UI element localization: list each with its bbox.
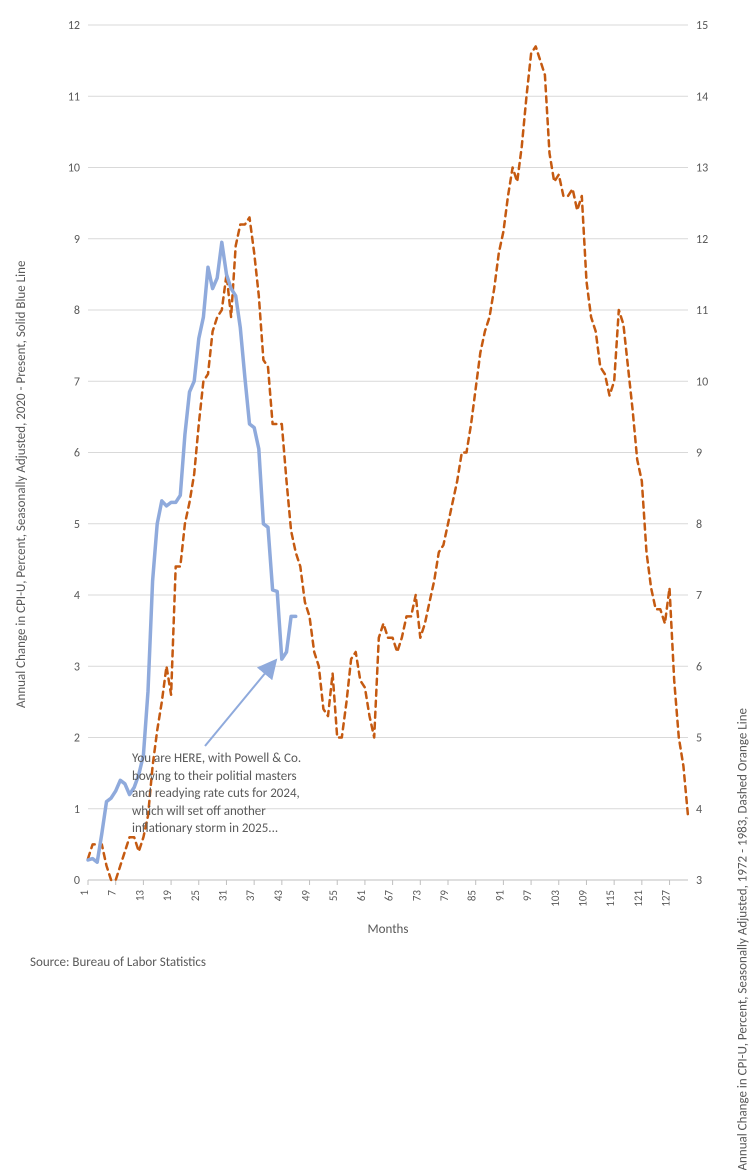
right-axis-title: Annual Change in CPI-U, Percent, Seasona… xyxy=(735,708,749,1170)
svg-text:67: 67 xyxy=(383,890,396,902)
svg-text:12: 12 xyxy=(68,19,80,33)
svg-text:5: 5 xyxy=(696,732,702,746)
svg-text:55: 55 xyxy=(327,890,340,901)
svg-text:31: 31 xyxy=(216,890,229,902)
svg-text:8: 8 xyxy=(696,518,702,532)
svg-text:9: 9 xyxy=(74,233,80,247)
x-ticks: 1 7 13 19 25 31 37 43 49 55 61 67 73 79 85 91 97 103 109 11… xyxy=(78,880,673,907)
svg-text:5: 5 xyxy=(74,518,80,532)
svg-text:3: 3 xyxy=(74,660,80,674)
svg-text:4: 4 xyxy=(696,803,702,817)
svg-text:7: 7 xyxy=(74,375,80,389)
svg-text:49: 49 xyxy=(300,890,313,902)
svg-text:109: 109 xyxy=(576,890,589,907)
source-note: Source: Bureau of Labor Statistics xyxy=(30,955,206,970)
svg-text:7: 7 xyxy=(106,890,119,896)
svg-text:10: 10 xyxy=(68,162,80,176)
svg-text:3: 3 xyxy=(696,874,702,888)
svg-text:11: 11 xyxy=(68,90,80,104)
svg-text:25: 25 xyxy=(189,890,202,901)
svg-text:10: 10 xyxy=(696,375,708,389)
svg-text:8: 8 xyxy=(74,304,80,318)
annotation-text: You are HERE, with Powell & Co.bowing to… xyxy=(132,750,301,838)
svg-text:121: 121 xyxy=(632,890,645,907)
svg-text:115: 115 xyxy=(604,890,617,907)
svg-text:6: 6 xyxy=(74,447,80,461)
svg-text:97: 97 xyxy=(521,890,534,902)
svg-text:103: 103 xyxy=(549,890,562,907)
chart-canvas: 0123456789101112345678910111213141517131… xyxy=(0,0,749,976)
svg-text:9: 9 xyxy=(696,447,702,461)
svg-text:13: 13 xyxy=(133,890,146,902)
svg-text:15: 15 xyxy=(696,19,708,33)
svg-text:19: 19 xyxy=(161,890,174,902)
svg-text:73: 73 xyxy=(410,890,423,902)
svg-text:37: 37 xyxy=(244,890,257,902)
svg-text:4: 4 xyxy=(74,589,80,603)
left-axis-title: Annual Change in CPI-U, Percent, Seasona… xyxy=(14,260,29,707)
svg-text:6: 6 xyxy=(696,660,702,674)
cpi-comparison-chart: 0123456789101112345678910111213141517131… xyxy=(0,0,749,976)
svg-text:61: 61 xyxy=(355,890,368,902)
svg-text:85: 85 xyxy=(466,890,479,901)
svg-text:7: 7 xyxy=(696,589,702,603)
svg-text:91: 91 xyxy=(493,890,506,902)
svg-text:79: 79 xyxy=(438,890,451,902)
svg-text:127: 127 xyxy=(660,890,673,907)
svg-text:1: 1 xyxy=(78,890,91,896)
x-axis-title: Months xyxy=(88,922,688,937)
svg-text:14: 14 xyxy=(696,90,708,104)
svg-text:11: 11 xyxy=(696,304,708,318)
svg-text:1: 1 xyxy=(74,803,80,817)
svg-text:0: 0 xyxy=(74,874,80,888)
annotation-arrow xyxy=(205,660,276,746)
svg-text:2: 2 xyxy=(74,732,80,746)
svg-text:13: 13 xyxy=(696,162,708,176)
svg-text:12: 12 xyxy=(696,233,708,247)
svg-text:43: 43 xyxy=(272,890,285,902)
